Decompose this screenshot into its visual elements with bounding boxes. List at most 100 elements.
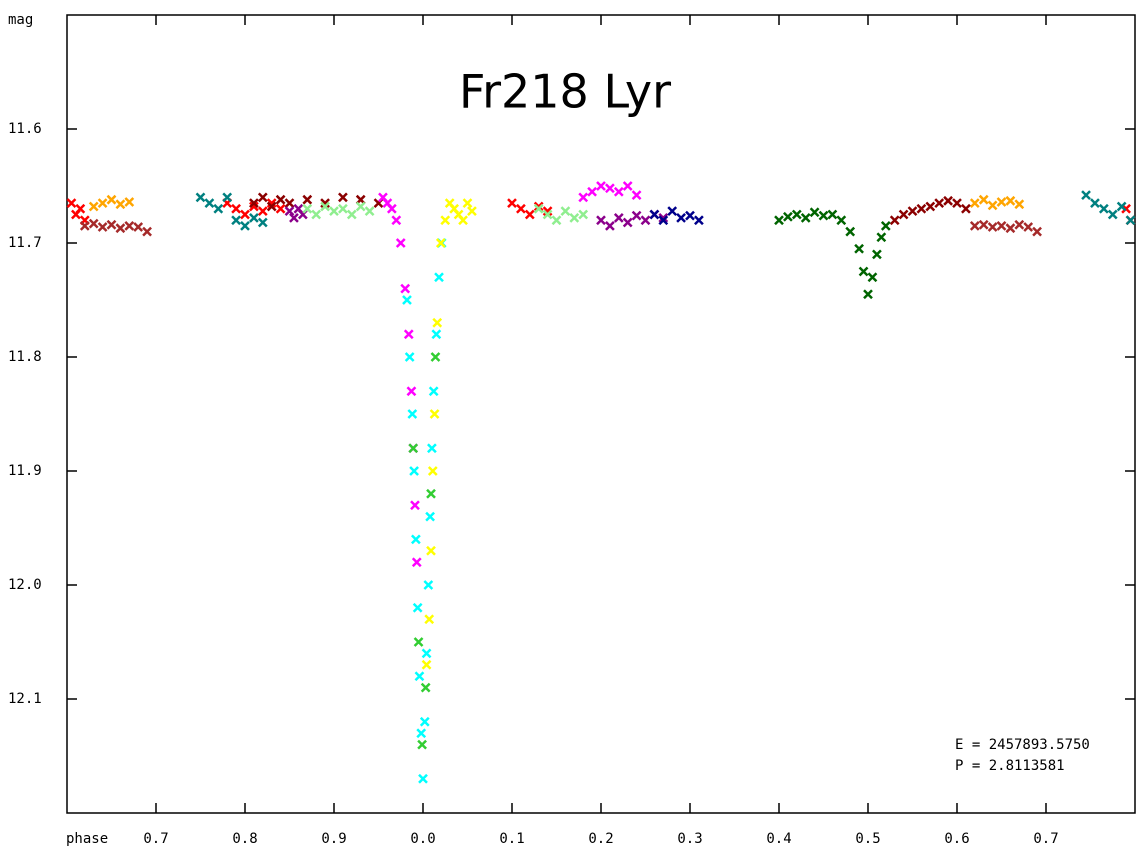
data-point	[204, 198, 215, 208]
data-point	[622, 217, 633, 228]
data-point	[106, 194, 117, 205]
data-point	[622, 181, 633, 191]
data-point	[424, 614, 435, 625]
y-tick-label: 11.7	[8, 235, 42, 251]
data-point	[605, 183, 615, 194]
data-point	[428, 386, 439, 397]
data-point	[596, 181, 606, 191]
data-point	[1014, 199, 1025, 210]
annotation: P = 2.8113581	[955, 758, 1065, 774]
data-point	[605, 221, 615, 231]
y-axis-label: mag	[8, 12, 33, 28]
data-point	[676, 213, 686, 223]
data-point	[355, 201, 366, 212]
data-point	[423, 580, 434, 590]
data-point	[569, 213, 580, 223]
data-point	[142, 226, 152, 237]
data-point	[542, 209, 553, 220]
data-point	[863, 289, 873, 300]
chart-title: Fr218 Lyr	[459, 65, 671, 119]
x-tick-label: 0.4	[766, 831, 791, 847]
data-point	[685, 210, 695, 221]
data-point	[533, 203, 544, 214]
data-point	[858, 266, 869, 277]
data-point	[458, 215, 468, 226]
data-point	[845, 226, 856, 237]
data-point	[391, 215, 402, 226]
data-point	[284, 206, 295, 216]
data-point	[1005, 223, 1016, 234]
data-point	[978, 219, 989, 230]
data-point	[435, 238, 446, 248]
data-point	[413, 637, 424, 647]
y-tick-label: 11.9	[8, 463, 42, 479]
data-point	[542, 206, 553, 216]
data-point	[987, 200, 998, 211]
data-point	[969, 221, 980, 231]
data-point	[1014, 219, 1025, 230]
data-point	[907, 206, 918, 216]
data-point	[133, 222, 144, 232]
data-point	[240, 209, 250, 220]
x-axis-label: phase	[66, 831, 108, 847]
data-point	[987, 222, 998, 232]
x-tick-label: 0.9	[321, 831, 346, 847]
data-point	[889, 215, 900, 226]
data-point	[462, 198, 473, 208]
data-point	[916, 203, 927, 214]
data-point	[783, 211, 793, 222]
data-point	[386, 203, 397, 214]
data-point	[329, 206, 339, 216]
data-point	[106, 219, 117, 230]
data-point	[421, 648, 432, 659]
data-point	[195, 192, 206, 203]
data-point	[1081, 190, 1091, 201]
data-point	[467, 206, 477, 216]
data-point	[426, 545, 436, 556]
data-point	[613, 213, 624, 223]
data-point	[969, 198, 980, 208]
data-point	[427, 443, 437, 454]
data-point	[75, 203, 86, 214]
data-point	[836, 215, 847, 226]
x-tick-label: 0.8	[232, 831, 257, 847]
data-point	[640, 215, 651, 226]
data-point	[266, 198, 277, 208]
data-point	[409, 466, 419, 476]
data-point	[346, 209, 357, 220]
data-point	[284, 198, 295, 208]
data-point	[421, 659, 432, 670]
annotation: E = 2457893.5750	[955, 737, 1090, 753]
data-point	[430, 352, 441, 362]
data-point	[440, 215, 451, 226]
data-point	[952, 198, 962, 208]
data-point	[124, 221, 135, 231]
data-point	[978, 194, 989, 205]
data-point	[406, 386, 417, 397]
data-point	[1116, 201, 1127, 212]
data-point	[266, 201, 277, 212]
data-point	[533, 201, 544, 212]
data-point	[872, 249, 882, 260]
data-point	[425, 511, 436, 522]
data-point	[1107, 209, 1118, 220]
y-tick-label: 12.1	[8, 691, 42, 707]
data-point	[1098, 203, 1109, 214]
data-point	[88, 201, 99, 212]
data-point	[429, 409, 440, 419]
y-tick-label: 11.6	[8, 121, 42, 137]
data-point	[115, 223, 126, 234]
x-tick-label: 0.6	[944, 831, 969, 847]
data-point	[66, 198, 77, 208]
data-point	[867, 272, 878, 283]
data-point	[240, 221, 250, 231]
data-point	[115, 199, 126, 210]
data-point	[1005, 195, 1016, 206]
x-tick-label: 0.7	[1033, 831, 1058, 847]
data-point	[925, 201, 936, 212]
x-tick-label: 0.5	[855, 831, 880, 847]
data-point	[222, 192, 233, 203]
data-point	[289, 213, 299, 223]
data-point	[427, 466, 438, 476]
